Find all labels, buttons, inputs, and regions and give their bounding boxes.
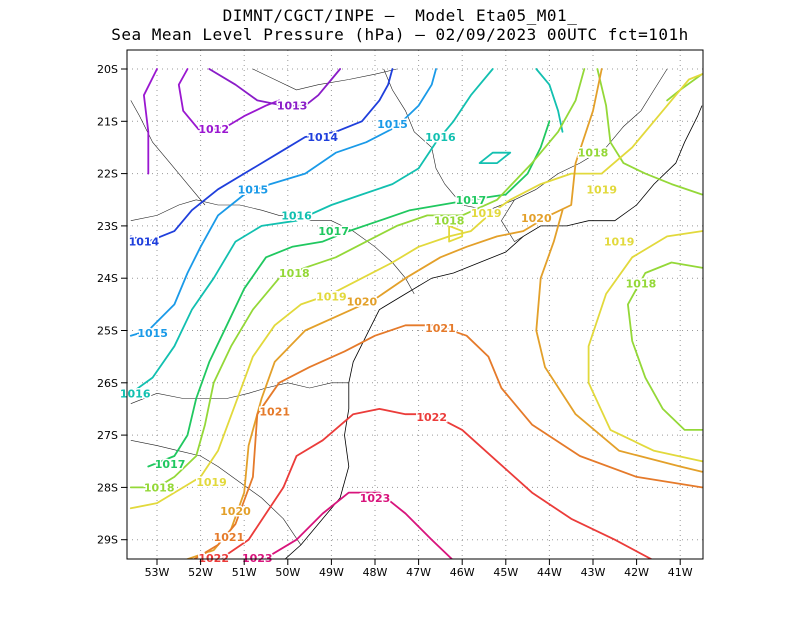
isobar-1018	[627, 261, 703, 431]
isobar-label: 1014	[129, 236, 160, 249]
lon-tick-label: 50W	[275, 566, 300, 579]
isobar-1023	[262, 491, 454, 559]
geography-layer	[130, 68, 703, 559]
isobar-1018	[596, 68, 703, 196]
isobar-label: 1021	[425, 322, 456, 335]
lon-tick-label: 42W	[624, 566, 649, 579]
graticule	[127, 50, 703, 559]
isobar-1022	[218, 408, 653, 559]
isobar-label: 1017	[155, 458, 186, 471]
isobar-label: 1012	[198, 123, 229, 136]
isobar-label: 1015	[377, 118, 408, 131]
lat-tick-label: 23S	[97, 220, 118, 233]
coastline-southeast	[379, 105, 703, 310]
isobar-1018	[666, 73, 703, 102]
isobar-1018	[129, 68, 586, 489]
lon-tick-label: 44W	[537, 566, 562, 579]
isobar-1017	[147, 120, 551, 468]
isobar-1015	[129, 68, 437, 337]
isobar-1020	[185, 68, 603, 559]
lat-tick-label: 25S	[97, 325, 118, 338]
isobar-label: 1019	[316, 291, 347, 304]
map-title-line2: Sea Mean Level Pressure (hPa) — 02/09/20…	[111, 25, 689, 44]
state-border	[536, 68, 668, 190]
isobar-1019	[448, 225, 464, 243]
isobar-label: 1020	[521, 212, 552, 225]
isobar-label: 1013	[277, 100, 308, 113]
isobar-label: 1017	[456, 194, 487, 207]
lon-tick-label: 53W	[145, 566, 170, 579]
lon-tick-label: 45W	[493, 566, 518, 579]
lon-tick-label: 51W	[232, 566, 257, 579]
map-title-line1: DIMNT/CGCT/INPE — Model Eta05_M01_	[222, 6, 578, 25]
isobar-label: 1020	[220, 505, 251, 518]
isobar-label: 1019	[586, 183, 617, 196]
isobar-1016	[535, 68, 564, 133]
isobar-label: 1021	[214, 531, 245, 544]
isobar-label: 1019	[604, 236, 635, 249]
axis-ticks: 53W 52W 51W 50W 49W 48W 47W 46W 45W 44W 43W 42W 41W 2…	[97, 63, 693, 579]
lon-tick-label: 43W	[581, 566, 606, 579]
lon-tick-label: 46W	[450, 566, 475, 579]
lat-tick-label: 21S	[97, 115, 118, 128]
state-border	[130, 100, 206, 206]
isobar-1020	[535, 209, 703, 473]
isobar-1016	[129, 68, 494, 395]
lon-tick-label: 47W	[406, 566, 431, 579]
isobar-label: 1021	[259, 406, 290, 419]
state-border	[130, 382, 349, 404]
isobar-1019	[587, 230, 703, 463]
lat-tick-label: 26S	[97, 377, 118, 390]
isobar-1019	[129, 73, 703, 510]
isobar-label: 1023	[360, 492, 391, 505]
lon-tick-label: 41W	[668, 566, 693, 579]
isobar-layer	[129, 68, 703, 559]
isobar-label: 1018	[279, 267, 310, 280]
isobar-labels: 1012 1013 1014 1015 1016 1015 1014 1016 1017 1017…	[118, 98, 657, 566]
isobar-label: 1018	[144, 481, 175, 494]
isobar-1021	[192, 324, 703, 559]
isobar-label: 1018	[434, 215, 465, 228]
isobar-label: 1014	[307, 131, 338, 144]
lat-tick-label: 28S	[97, 481, 118, 494]
isobar-1016	[478, 151, 512, 164]
state-border	[501, 199, 524, 243]
state-border	[130, 440, 302, 546]
isobar-label: 1020	[347, 296, 378, 309]
isobar-label: 1019	[196, 476, 227, 489]
isobar-label: 1022	[416, 411, 447, 424]
state-border	[383, 68, 537, 211]
isobar-label: 1018	[578, 147, 609, 160]
isobar-1012	[177, 68, 280, 133]
isobar-label: 1017	[318, 225, 349, 238]
state-border	[130, 199, 415, 295]
lat-tick-label: 20S	[97, 63, 118, 76]
lon-tick-label: 52W	[188, 566, 213, 579]
lon-tick-label: 48W	[363, 566, 388, 579]
isobar-label: 1015	[137, 327, 168, 340]
lat-tick-label: 27S	[97, 429, 118, 442]
isobar-1014	[129, 68, 394, 243]
lat-tick-label: 24S	[97, 272, 118, 285]
plot-frame	[126, 49, 704, 560]
coastline-south	[284, 309, 380, 559]
isobar-label: 1016	[281, 209, 312, 222]
isobar-label: 1016	[425, 131, 456, 144]
isobar-label: 1015	[238, 183, 269, 196]
isobar-1013	[208, 68, 341, 107]
isobar-1012	[143, 68, 158, 175]
isobar-label: 1016	[120, 387, 151, 400]
lat-tick-label: 29S	[97, 534, 118, 547]
isobar-label: 1019	[471, 207, 502, 220]
lat-tick-label: 22S	[97, 168, 118, 181]
state-border	[252, 68, 397, 91]
isobar-label: 1018	[626, 277, 657, 290]
lon-tick-label: 49W	[319, 566, 344, 579]
